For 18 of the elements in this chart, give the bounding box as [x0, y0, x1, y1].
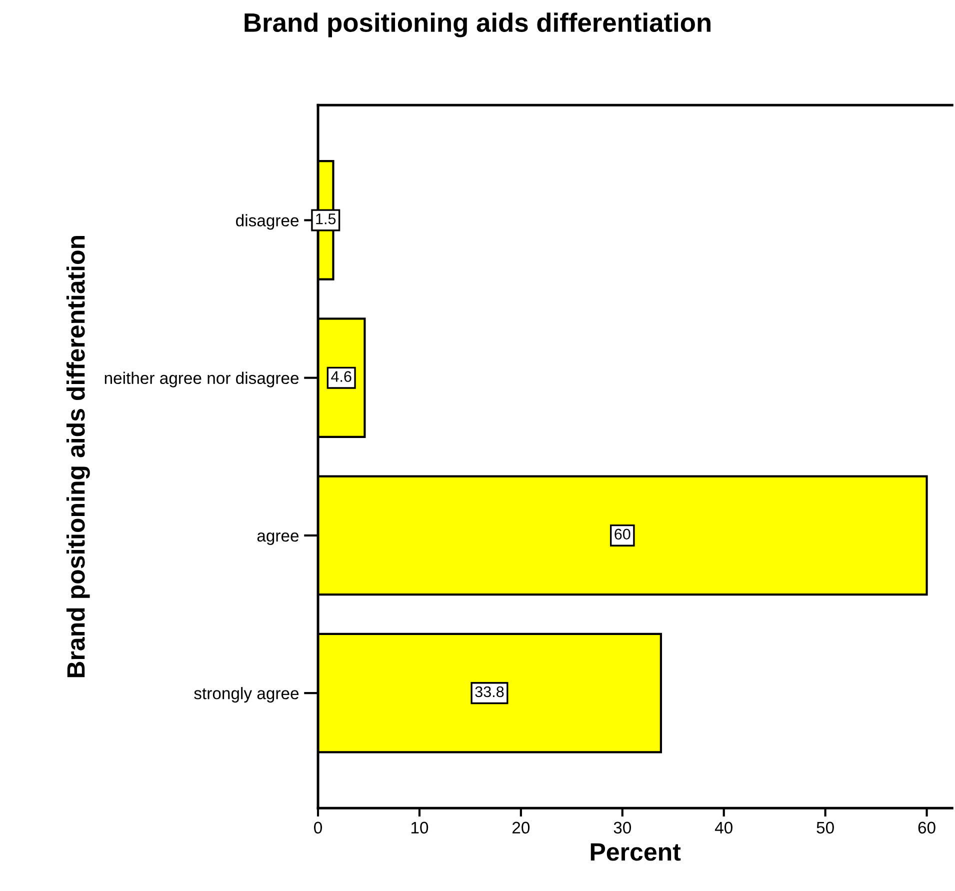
x-tick-label: 30	[614, 822, 632, 834]
y-axis-title: Brand positioning aids differentiation	[66, 236, 90, 678]
y-tick-label: disagree	[236, 214, 299, 230]
chart-title: Brand positioning aids differentiation	[244, 12, 710, 38]
x-tick-label: 0	[314, 822, 322, 834]
x-tick-label: 40	[714, 822, 732, 834]
data-label: 33.8	[475, 686, 504, 698]
x-axis-title: Percent	[590, 843, 681, 861]
x-tick-label: 20	[512, 822, 530, 834]
x-tick-label: 60	[918, 822, 936, 834]
data-label: 60	[614, 528, 630, 540]
y-tick-label: strongly agree	[194, 687, 299, 703]
x-tick-label: 50	[816, 822, 834, 834]
y-tick-label: neither agree nor disagree	[104, 372, 299, 388]
y-tick-label: agree	[257, 532, 299, 545]
data-label: 1.5	[316, 214, 336, 224]
data-label: 4.6	[331, 371, 352, 382]
x-tick-label: 10	[411, 822, 428, 834]
